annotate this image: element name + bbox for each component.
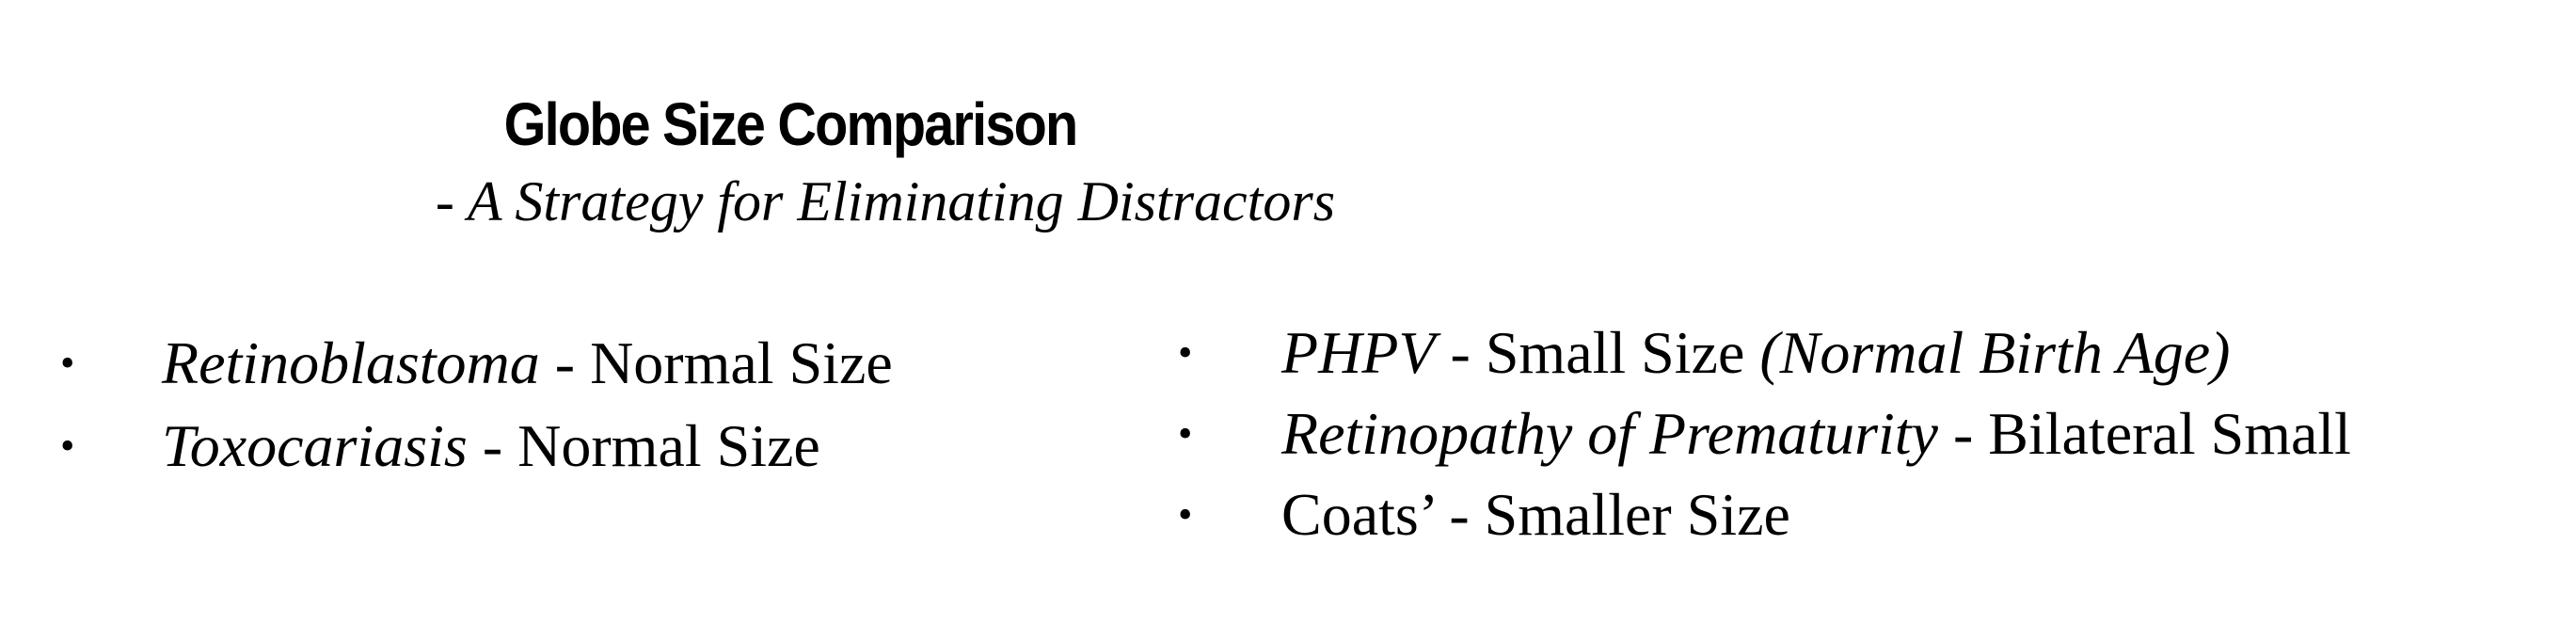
size-note: (Normal Birth Age) xyxy=(1759,319,2231,386)
page-subtitle: - A Strategy for Eliminating Distractors xyxy=(435,170,1336,232)
list-item-text: Coats’ - Smaller Size xyxy=(1281,481,1790,548)
bullet-icon: • xyxy=(60,340,75,386)
list-item-text: Toxocariasis - Normal Size xyxy=(162,405,820,488)
page-title: Globe Size Comparison xyxy=(503,90,1079,158)
bullet-icon: • xyxy=(1178,329,1193,376)
condition-name: PHPV xyxy=(1281,319,1436,386)
condition-name: Toxocariasis xyxy=(162,412,468,479)
condition-name: Retinopathy of Prematurity xyxy=(1281,400,1938,467)
size-description: - Normal Size xyxy=(467,412,820,479)
bullet-icon: • xyxy=(1178,491,1193,537)
condition-name: Retinoblastoma xyxy=(162,329,540,396)
size-description: - Small Size xyxy=(1435,319,1760,386)
list-item-text: Retinopathy of Prematurity - Bilateral S… xyxy=(1281,393,2351,474)
bullet-icon: • xyxy=(60,423,75,469)
size-description: - Normal Size xyxy=(539,329,893,396)
bullet-icon: • xyxy=(1178,410,1193,457)
list-item-text: PHPV - Small Size (Normal Birth Age) xyxy=(1281,312,2230,393)
size-description: - Bilateral Small xyxy=(1937,400,2351,467)
list-item-text: Retinoblastoma - Normal Size xyxy=(162,322,893,405)
